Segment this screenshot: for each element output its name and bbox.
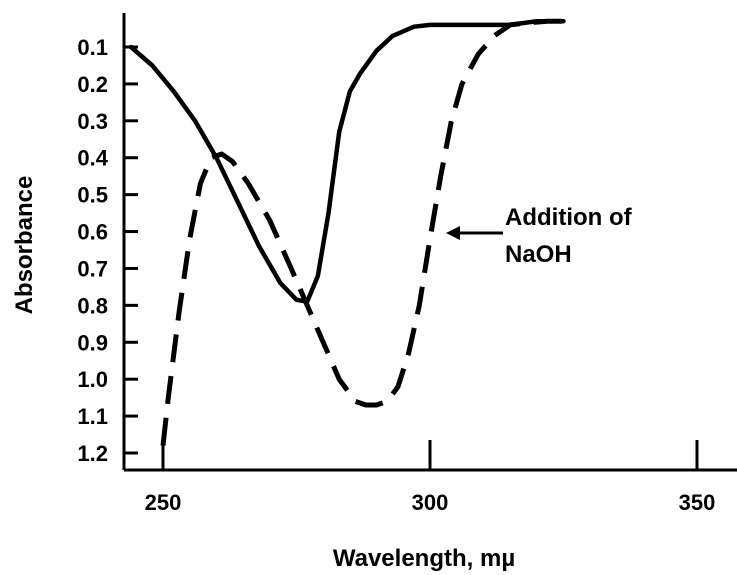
x-tick-label: 250 [145,490,182,515]
y-tick-label: 0.5 [77,183,108,208]
y-tick-label: 0.1 [77,35,108,60]
x-tick-label: 300 [412,490,449,515]
y-tick-label: 0.2 [77,72,108,97]
annotation-line-1: Addition of [505,204,633,231]
y-tick-label: 0.7 [77,256,108,281]
dashed-series-line [160,18,575,446]
y-axis-title: Absorbance [11,176,38,315]
y-tick-label: 0.9 [77,330,108,355]
plot-area [122,13,737,472]
y-tick-label: 1.1 [77,404,108,429]
y-tick-label: 1.2 [77,441,108,466]
y-tick-label: 0.6 [77,220,108,245]
y-tick-label: 1.0 [77,367,108,392]
y-tick-label: 0.8 [77,293,108,318]
solid-series-line [128,18,566,304]
annotation-line-2: NaOH [505,241,572,268]
y-ticks: 0.1 0.2 0.3 0.4 0.5 0.6 0.7 0.8 0.9 1.0 1.1 1.2 [77,35,138,466]
y-tick-label: 0.4 [77,146,108,171]
x-axis-title: Wavelength, mµ [333,545,515,572]
series-layer [128,18,575,446]
x-ticks: 250 300 350 [145,440,716,515]
annotation-naoh: Addition of NaOH [446,204,633,268]
y-tick-label: 0.3 [77,109,108,134]
annotation-arrowhead [446,226,460,240]
x-tick-label: 350 [679,490,716,515]
